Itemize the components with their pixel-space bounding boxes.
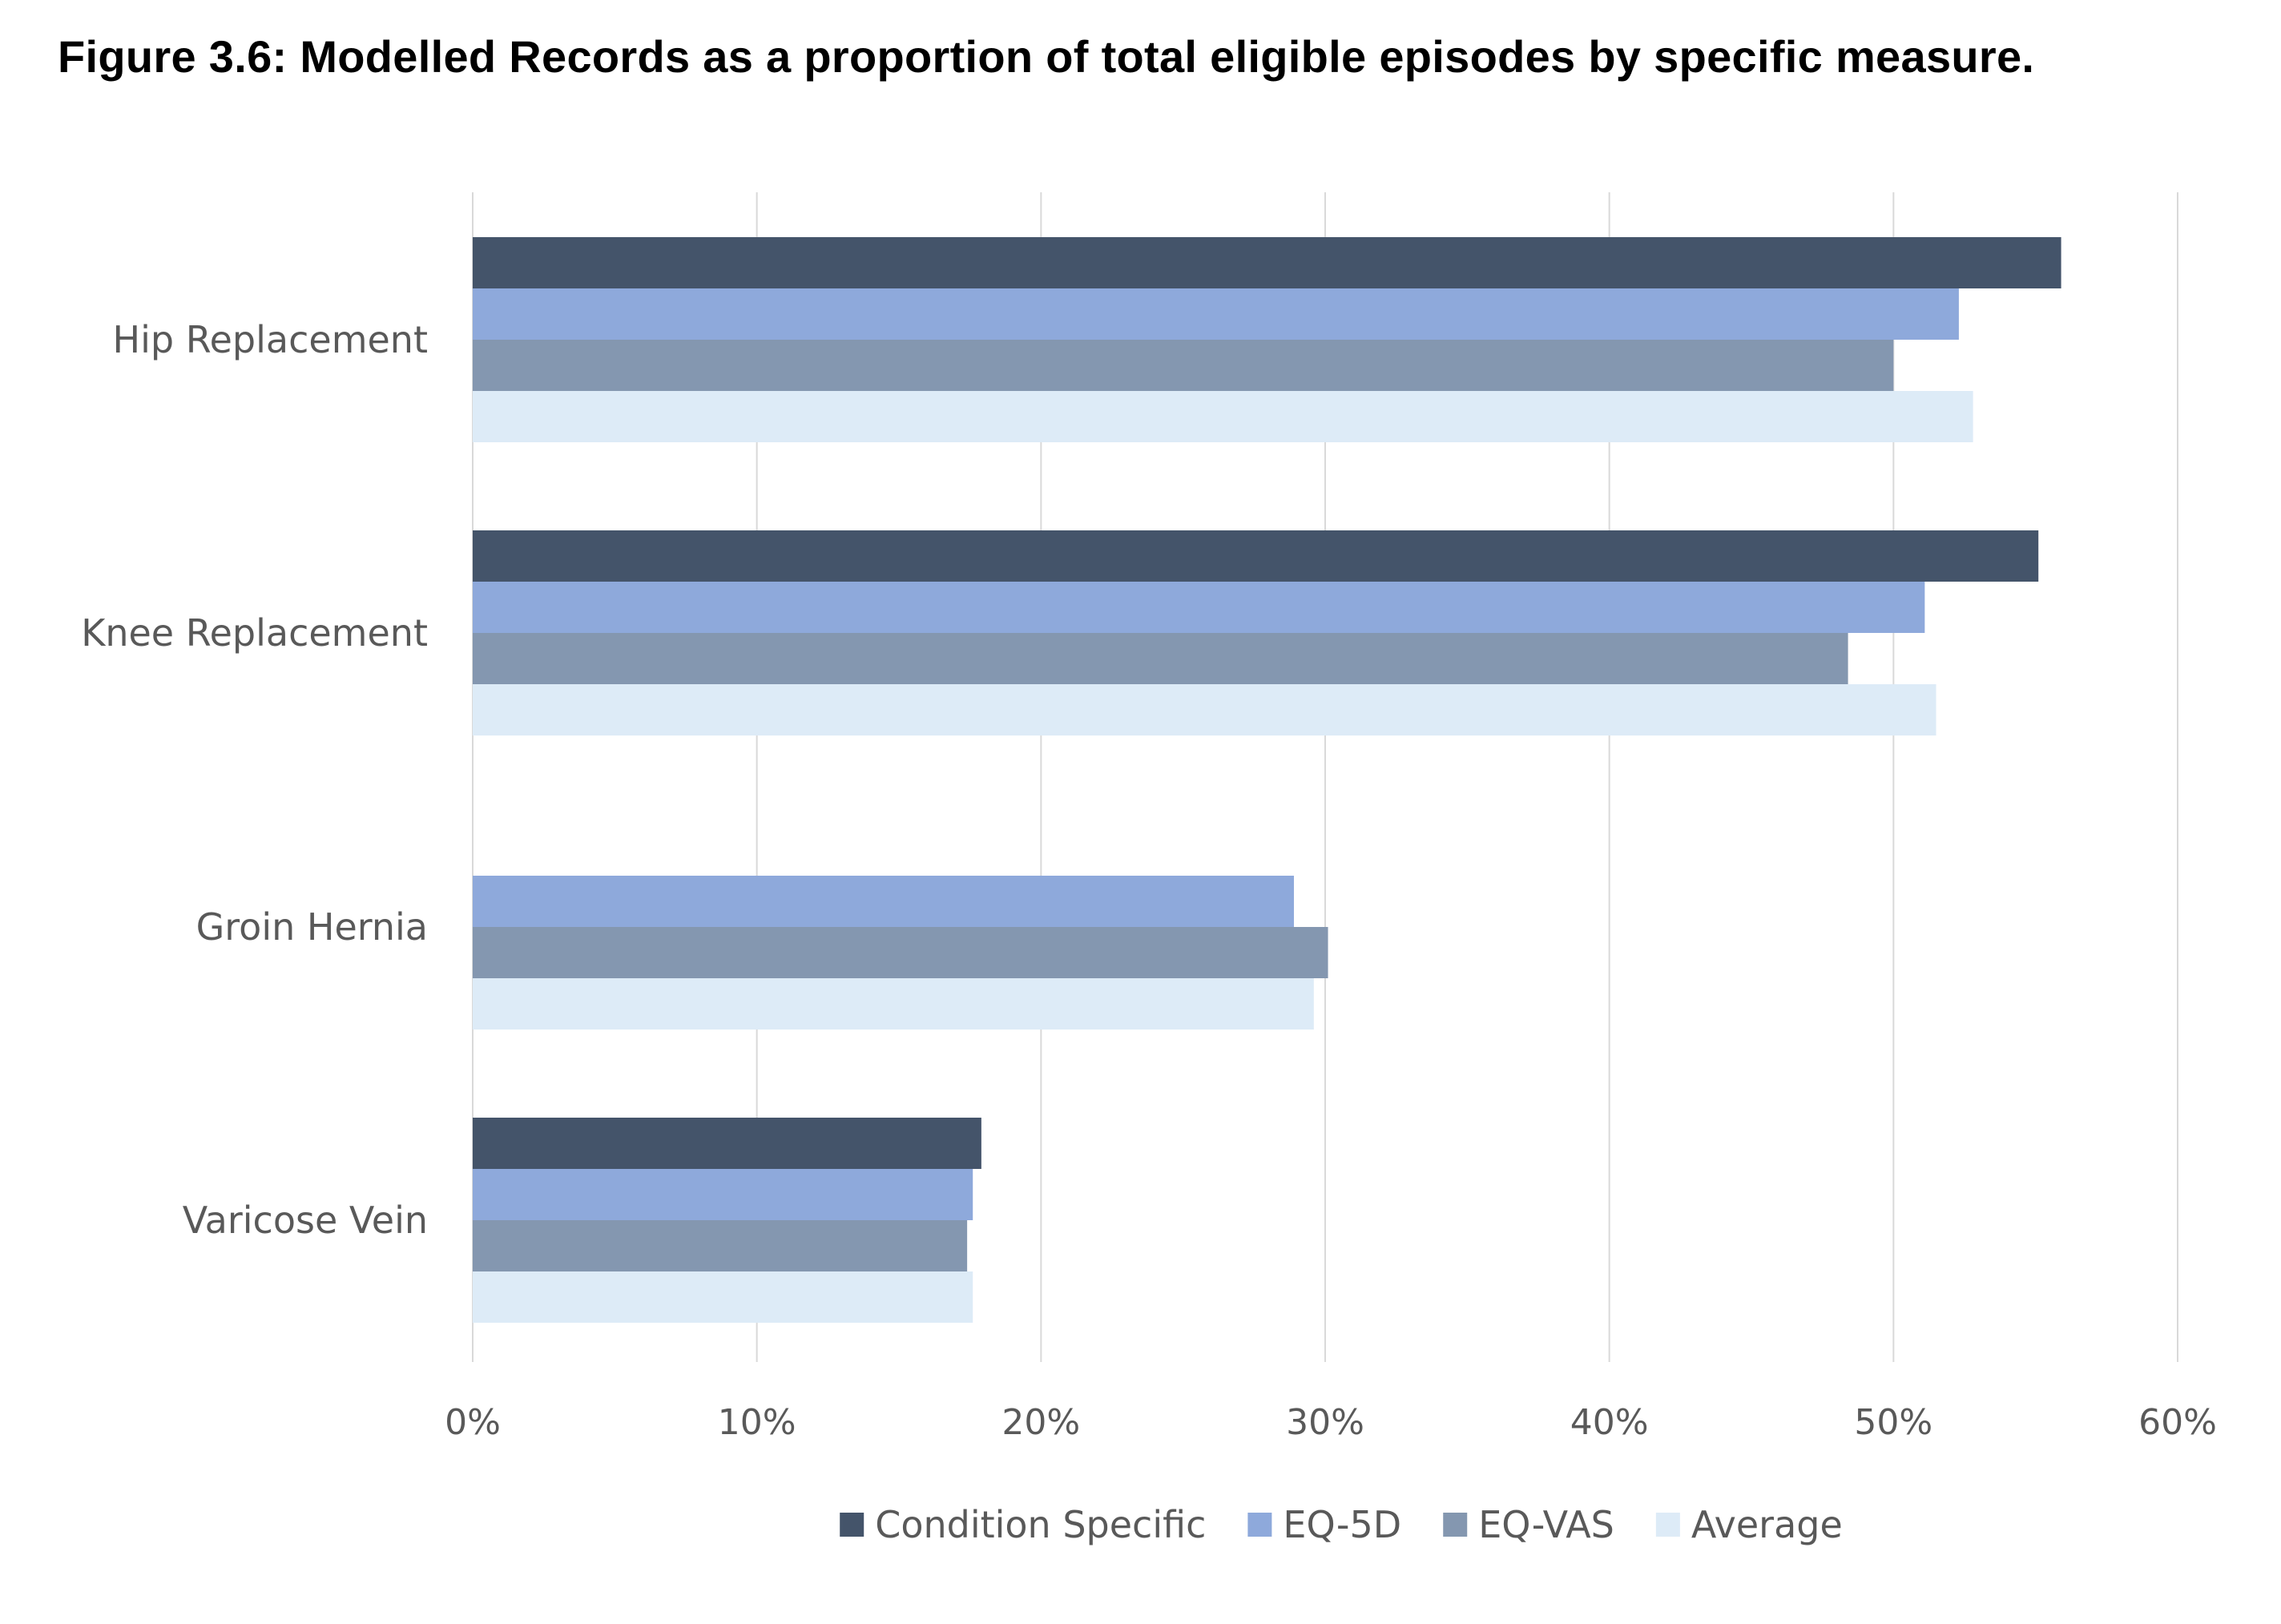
legend-swatch [1443,1513,1468,1537]
legend-swatch [840,1513,864,1537]
bar-knee-replacement-average [473,684,1936,735]
category-label-groin-hernia: Groin Hernia [196,905,428,949]
x-tick-label: 50% [1854,1402,1932,1443]
x-tick-label: 0% [445,1402,501,1443]
legend-item-eq-5d: EQ-5D [1247,1503,1401,1546]
legend-label: Condition Specific [875,1503,1206,1546]
bar-knee-replacement-condition-specific [473,530,2039,582]
bar-hip-replacement-eq-vas [473,340,1894,391]
x-tick-label: 60% [2138,1402,2217,1443]
bar-groin-hernia-eq-vas [473,927,1328,978]
bar-hip-replacement-condition-specific [473,237,2061,288]
legend-label: Average [1691,1503,1843,1546]
legend-item-eq-vas: EQ-VAS [1443,1503,1614,1546]
bar-varicose-vein-eq-5d [473,1169,973,1220]
bar-knee-replacement-eq-5d [473,582,1925,633]
x-axis-tick-labels: 0% 10% 20% 30% 40% 50% 60% [445,1402,2217,1443]
legend-swatch [1655,1513,1680,1537]
legend-swatch [1247,1513,1272,1537]
x-tick-label: 10% [718,1402,796,1443]
bar-varicose-vein-average [473,1271,973,1323]
x-tick-label: 30% [1286,1402,1364,1443]
legend-item-average: Average [1655,1503,1843,1546]
bar-groin-hernia-eq-5d [473,876,1294,927]
bars [473,237,2061,1323]
bar-knee-replacement-eq-vas [473,633,1848,684]
bar-varicose-vein-condition-specific [473,1118,981,1169]
legend-label: EQ-5D [1283,1503,1401,1546]
bar-groin-hernia-average [473,978,1314,1030]
legend-label: EQ-VAS [1478,1503,1614,1546]
figure-title: Figure 3.6: Modelled Records as a propor… [58,31,2035,82]
bar-hip-replacement-average [473,391,1973,442]
x-tick-label: 40% [1570,1402,1649,1443]
bar-varicose-vein-eq-vas [473,1220,968,1271]
legend-item-condition-specific: Condition Specific [840,1503,1206,1546]
category-labels: Hip Replacement Knee Replacement Groin Her… [81,318,428,1242]
bar-hip-replacement-eq-5d [473,288,1959,340]
x-tick-label: 20% [1001,1402,1080,1443]
legend: Condition Specific EQ-5D EQ-VAS Average [840,1503,1843,1546]
category-label-varicose-vein: Varicose Vein [183,1199,428,1242]
category-label-knee-replacement: Knee Replacement [81,611,428,655]
category-label-hip-replacement: Hip Replacement [113,318,428,361]
